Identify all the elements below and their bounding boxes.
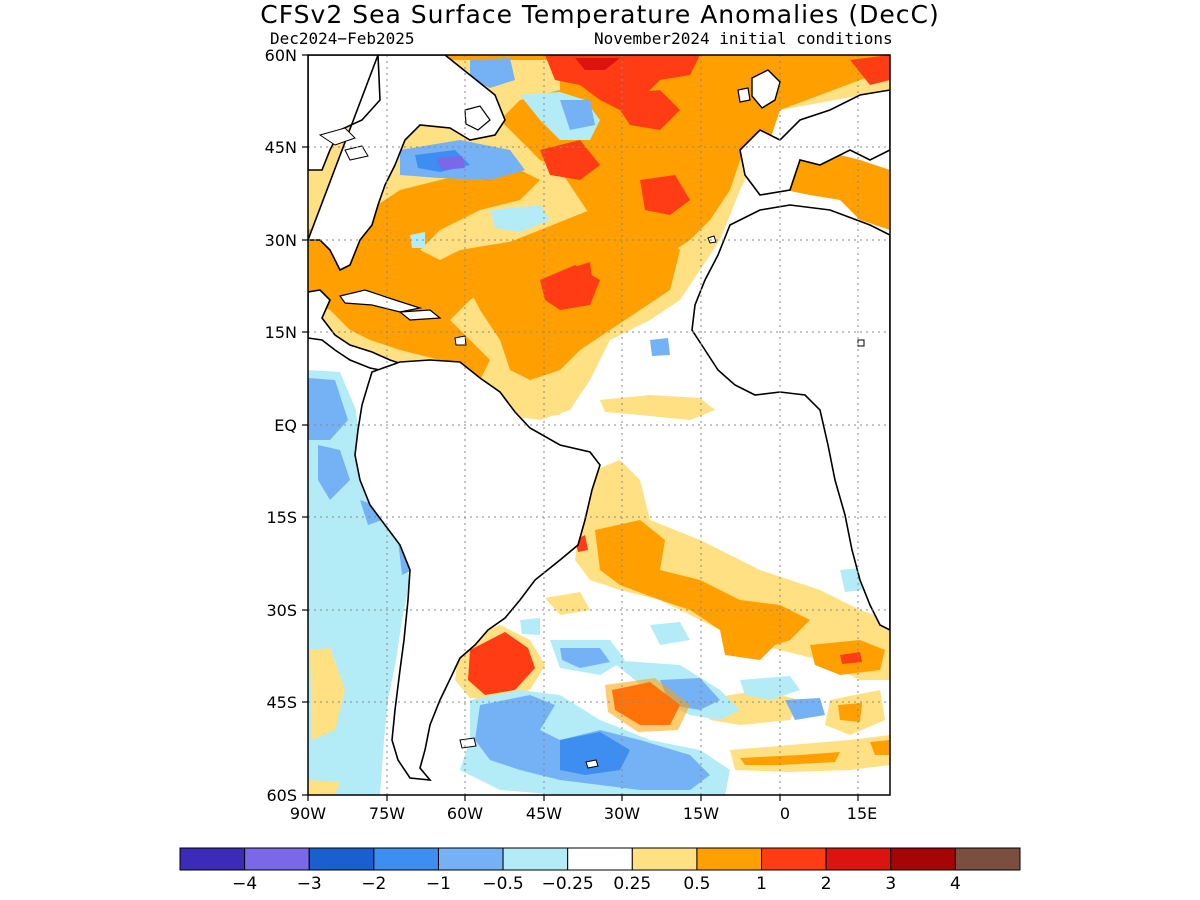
- land-masses: [308, 55, 890, 781]
- colorbar-label: −0.5: [482, 874, 523, 894]
- lat-label: 30S: [266, 601, 297, 620]
- cuba-land: [338, 289, 423, 313]
- lat-label: 15N: [265, 323, 297, 342]
- initial-conditions: November2024 initial conditions: [594, 29, 893, 48]
- colorbar-swatch: [890, 847, 956, 871]
- colorbar: −4 −3 −2 −1 −0.5 −0.25 0.25 0.5 1 2 3 4: [179, 847, 1021, 894]
- colorbar-swatch: [567, 847, 633, 871]
- colorbar-label: 2: [821, 874, 832, 894]
- lat-label: 60S: [266, 786, 297, 805]
- lon-label: 0: [780, 804, 790, 823]
- lat-label: 30N: [265, 231, 297, 250]
- colorbar-label: 4: [950, 874, 961, 894]
- colorbar-label: −0.25: [542, 874, 594, 894]
- colorbar-swatch: [179, 847, 246, 871]
- colorbar-label: 1: [756, 874, 767, 894]
- lon-label: 75W: [369, 804, 405, 823]
- map-grid: [308, 55, 890, 795]
- colorbar-swatch: [954, 847, 1021, 871]
- colorbar-swatch: [244, 847, 310, 871]
- colorbar-label: −1: [426, 874, 451, 894]
- colorbar-label: −2: [361, 874, 386, 894]
- lat-label: 45S: [266, 693, 297, 712]
- lon-label: 90W: [290, 804, 326, 823]
- colorbar-swatch: [373, 847, 439, 871]
- south-america-land: [354, 359, 601, 781]
- colorbar-label: 0.5: [683, 874, 710, 894]
- british-isles-land: [751, 69, 781, 109]
- map-title: CFSv2 Sea Surface Temperature Anomalies …: [260, 0, 940, 29]
- colorbar-label: −3: [297, 874, 322, 894]
- colorbar-label: −4: [232, 874, 257, 894]
- lon-label: 45W: [526, 804, 562, 823]
- colorbar-swatch: [825, 847, 892, 871]
- europe-land: [739, 89, 890, 196]
- axis-ticks: [302, 54, 859, 801]
- colorbar-swatch: [696, 847, 763, 871]
- forecast-period: Dec2024−Feb2025: [270, 29, 415, 48]
- lat-label: 60N: [265, 46, 297, 65]
- africa-land: [691, 204, 890, 631]
- lon-label: 30W: [604, 804, 640, 823]
- colorbar-swatch: [308, 847, 375, 871]
- lat-label: 15S: [266, 508, 297, 527]
- lon-label: 60W: [447, 804, 483, 823]
- colorbar-label: 3: [885, 874, 896, 894]
- lon-label: 15W: [683, 804, 719, 823]
- colorbar-swatch: [502, 847, 569, 871]
- lat-label: 45N: [265, 138, 297, 157]
- latitude-labels: 60N 45N 30N 15N EQ 15S 30S 45S 60S: [265, 46, 297, 805]
- colorbar-swatch: [631, 847, 698, 871]
- lat-label: EQ: [274, 416, 297, 435]
- colorbar-swatch: [761, 847, 827, 871]
- lon-label: 15E: [847, 804, 877, 823]
- colorbar-swatch: [437, 847, 504, 871]
- longitude-labels: 90W 75W 60W 45W 30W 15W 0 15E: [290, 804, 877, 823]
- colorbar-label: 0.25: [613, 874, 651, 894]
